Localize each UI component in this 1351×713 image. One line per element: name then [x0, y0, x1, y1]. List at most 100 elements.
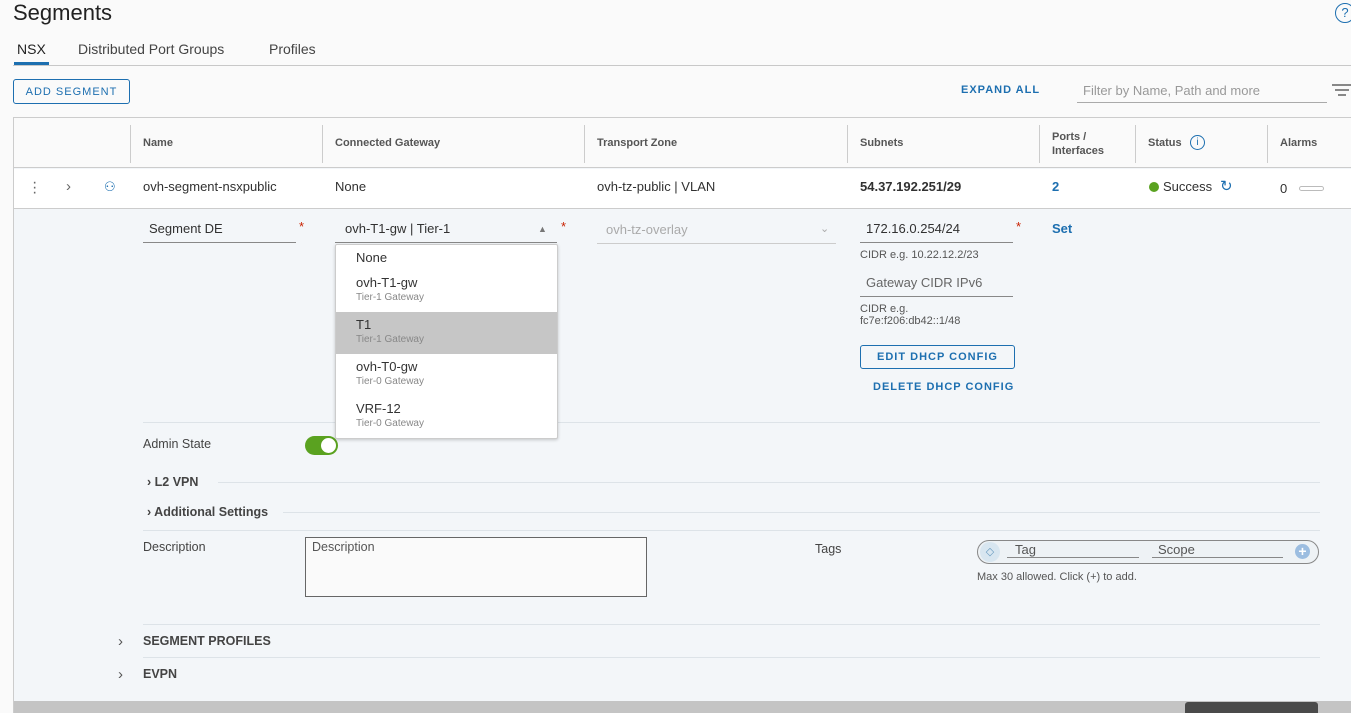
dropdown-option-ovh-t0-gw[interactable]: ovh-T0-gw Tier-0 Gateway [336, 359, 557, 387]
transport-zone-select[interactable]: ovh-tz-overlay [597, 219, 836, 244]
table-row[interactable] [14, 169, 1351, 209]
chevron-right-icon[interactable]: › [118, 666, 123, 683]
l2vpn-section[interactable]: › L2 VPN [147, 475, 199, 489]
segments-grid [13, 117, 1351, 713]
admin-state-toggle[interactable] [305, 436, 338, 455]
tag-icon: ◇ [980, 542, 1000, 562]
tags-input [977, 540, 1319, 564]
gateway-dropdown: None ovh-T1-gw Tier-1 Gateway T1 Tier-1 Ga… [335, 244, 558, 439]
grid-header [14, 118, 1351, 168]
divider [218, 482, 1320, 483]
dropdown-option-vrf-12[interactable]: VRF-12 Tier-0 Gateway [336, 401, 557, 429]
option-name: None [356, 250, 388, 265]
required-marker: * [299, 219, 305, 234]
option-name: VRF-12 [356, 401, 401, 416]
ports-link[interactable]: 2 [1052, 179, 1060, 194]
row-actions-icon[interactable]: · · · [32, 174, 38, 201]
save-button[interactable] [1185, 702, 1318, 713]
tags-hint: Max 30 allowed. Click (+) to add. [977, 571, 1137, 583]
dropdown-option-ovh-t1-gw[interactable]: ovh-T1-gw Tier-1 Gateway [336, 275, 557, 303]
column-connected-gateway[interactable]: Connected Gateway [335, 137, 441, 149]
column-separator [322, 125, 323, 163]
divider [143, 657, 1320, 658]
option-type: Tier-0 Gateway [356, 376, 424, 387]
required-marker: * [1016, 219, 1022, 234]
segment-transport-zone: ovh-tz-public | VLAN [597, 179, 716, 194]
filter-icon[interactable] [1332, 84, 1351, 96]
divider [283, 512, 1320, 513]
set-link[interactable]: Set [1052, 221, 1073, 236]
dropdown-option-t1[interactable]: T1 Tier-1 Gateway [336, 312, 557, 354]
status-text: Success [1163, 179, 1213, 194]
subnet-hint: CIDR e.g. 10.22.12.2/23 [860, 249, 979, 261]
chevron-right-icon[interactable]: › [66, 178, 71, 195]
alarms-count: 0 [1280, 181, 1288, 196]
segment-icon: ⚇ [104, 179, 116, 194]
tab-nsx[interactable]: NSX [17, 41, 46, 57]
segment-profiles-section[interactable]: SEGMENT PROFILES [143, 634, 271, 648]
column-separator [847, 125, 848, 163]
edit-dhcp-config-button[interactable]: EDIT DHCP CONFIG [860, 345, 1015, 369]
ipv6-input[interactable]: Gateway CIDR IPv6 [860, 272, 1013, 297]
chevron-down-icon[interactable]: ⌄ [820, 223, 830, 235]
option-name: ovh-T1-gw [356, 275, 418, 290]
refresh-icon[interactable]: ↻ [1220, 178, 1233, 195]
additional-settings-label: Additional Settings [154, 505, 269, 519]
segment-name: ovh-segment-nsxpublic [143, 179, 277, 194]
tab-distributed-port-groups[interactable]: Distributed Port Groups [78, 41, 225, 57]
filter-input[interactable]: Filter by Name, Path and more [1077, 79, 1327, 103]
required-marker: * [561, 219, 567, 234]
help-circle-icon[interactable]: ? [1335, 3, 1351, 23]
alarm-bar [1299, 186, 1324, 191]
additional-settings-section[interactable]: › Additional Settings [147, 505, 269, 519]
gateway-select[interactable]: ovh-T1-gw | Tier-1 [335, 218, 557, 243]
subnet-input[interactable]: 172.16.0.254/24 [860, 218, 1013, 243]
add-tag-icon[interactable]: + [1295, 544, 1310, 559]
divider [143, 422, 1320, 423]
delete-dhcp-config-button[interactable]: DELETE DHCP CONFIG [873, 381, 1015, 393]
scope-input[interactable]: Scope [1152, 542, 1283, 558]
description-label: Description [143, 540, 206, 554]
divider [143, 530, 1320, 531]
column-alarms[interactable]: Alarms [1280, 137, 1318, 149]
dropdown-option-none[interactable]: None [336, 250, 557, 265]
admin-state-label: Admin State [143, 437, 212, 451]
option-name: ovh-T0-gw [356, 359, 418, 374]
option-type: Tier-1 Gateway [356, 334, 424, 345]
description-textarea[interactable]: Description [305, 537, 647, 597]
ipv6-hint: CIDR e.g. [860, 303, 909, 315]
active-tab-indicator [14, 62, 49, 65]
add-segment-button[interactable]: ADD SEGMENT [13, 79, 130, 104]
option-name: T1 [356, 317, 372, 332]
option-type: Tier-0 Gateway [356, 418, 424, 429]
tags-label: Tags [815, 542, 842, 556]
divider [143, 624, 1320, 625]
segment-gateway: None [335, 179, 367, 194]
evpn-section[interactable]: EVPN [143, 667, 178, 681]
tag-input[interactable]: Tag [1007, 542, 1139, 558]
column-ports-interfaces[interactable]: Ports / Interfaces [1052, 131, 1104, 157]
column-transport-zone[interactable]: Transport Zone [597, 137, 678, 149]
segment-name-input[interactable]: Segment DE [143, 218, 296, 243]
caret-up-icon[interactable]: ▲ [538, 224, 547, 234]
success-dot-icon [1149, 182, 1159, 192]
column-separator [584, 125, 585, 163]
info-icon[interactable]: i [1190, 135, 1205, 150]
column-name[interactable]: Name [143, 137, 173, 149]
segment-subnets: 54.37.192.251/29 [860, 179, 962, 194]
column-subnets[interactable]: Subnets [860, 137, 904, 149]
option-type: Tier-1 Gateway [356, 292, 424, 303]
ipv6-hint-example: fc7e:f206:db42::1/48 [860, 315, 961, 327]
column-separator [1135, 125, 1136, 163]
page-title: Segments [13, 0, 113, 25]
action-bar [14, 701, 1351, 713]
column-separator [130, 125, 131, 163]
column-separator [1267, 125, 1268, 163]
column-status[interactable]: Status [1148, 137, 1182, 149]
tab-divider [13, 65, 1351, 66]
expand-all-button[interactable]: EXPAND ALL [961, 84, 1041, 96]
column-separator [1039, 125, 1040, 163]
tab-profiles[interactable]: Profiles [269, 41, 316, 57]
chevron-right-icon[interactable]: › [118, 633, 123, 650]
l2vpn-label: L2 VPN [154, 475, 199, 489]
